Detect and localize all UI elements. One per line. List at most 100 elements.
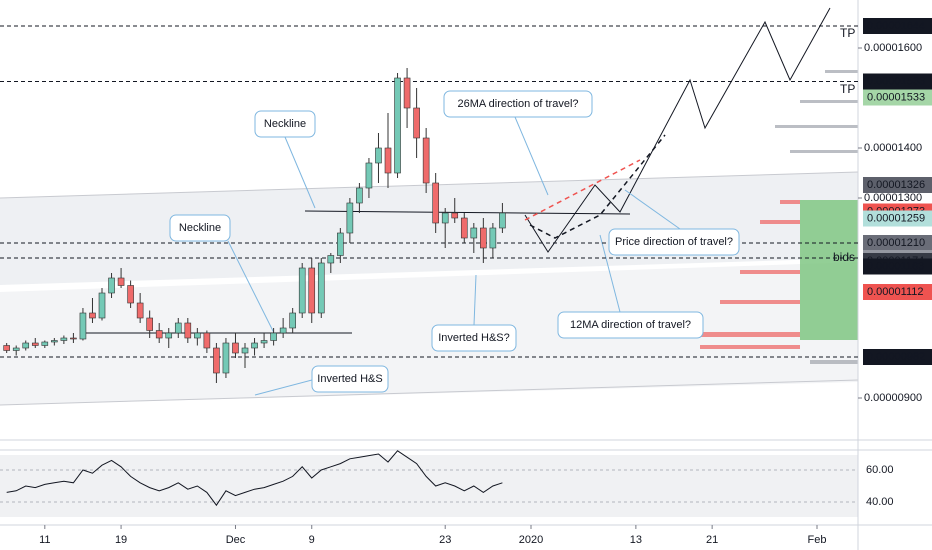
x-tick-label: 21: [706, 534, 718, 546]
price-label: 0.00001644: [867, 20, 925, 32]
annotation: Neckline: [264, 118, 306, 130]
candle-body: [70, 337, 77, 340]
connector: [624, 189, 681, 230]
profile-bar: [790, 150, 858, 153]
annotation: Inverted H&S: [317, 373, 382, 385]
annotation: 12MA direction of travel?: [570, 319, 691, 331]
price-label: 0.00001533: [867, 91, 925, 103]
candle-body: [422, 137, 430, 184]
ma-projection: [529, 134, 666, 239]
y-tick-label: 0.00001300: [864, 192, 922, 204]
ma-projection: [524, 159, 641, 221]
candle-body: [499, 212, 506, 229]
candle-body: [98, 292, 106, 319]
candle-body: [241, 347, 249, 354]
candle-body: [213, 347, 220, 374]
candle-body: [394, 77, 401, 174]
candle-body: [3, 345, 10, 351]
price-label-box: [863, 235, 932, 251]
candle-body: [413, 107, 420, 139]
x-tick-label: 13: [630, 534, 642, 546]
connector: [599, 234, 621, 313]
price-label-box: [863, 89, 932, 106]
candle-body: [346, 202, 354, 234]
candle-body: [41, 341, 49, 346]
connector: [473, 274, 477, 326]
profile-bar: [800, 200, 858, 340]
candle-body: [232, 342, 239, 354]
candle-body: [89, 312, 96, 319]
candle-body: [12, 347, 20, 351]
candle-body: [356, 187, 363, 204]
price-label: 0.00001533: [867, 75, 925, 87]
candle-body: [432, 182, 439, 224]
candle-body: [155, 330, 163, 339]
volume-profile: [660, 70, 858, 364]
candle-body: [51, 340, 58, 343]
price-label-box: [863, 18, 932, 34]
candle-body: [480, 227, 487, 249]
candle-body: [403, 77, 411, 109]
profile-bar: [720, 300, 800, 304]
annotation: Neckline: [179, 222, 221, 234]
candle-body: [31, 342, 39, 346]
channel-line: [0, 171, 859, 199]
annotation-box: [254, 110, 316, 138]
profile-bar: [800, 100, 858, 103]
profile-bar: [825, 70, 858, 73]
annotation-box: [311, 365, 389, 393]
profile-bar: [740, 270, 800, 274]
price-label: 0.00001163: [867, 260, 924, 272]
candle-body: [279, 327, 287, 334]
y-tick-label: 0.00000900: [864, 392, 922, 404]
candle-body: [384, 147, 392, 174]
price-label-box: [863, 349, 932, 365]
connector: [284, 136, 316, 209]
candle-body: [174, 322, 182, 334]
candle-body: [60, 337, 68, 341]
annotation-box: [169, 214, 231, 242]
candle-body: [203, 332, 211, 349]
candle-body: [317, 262, 325, 314]
candle-body: [251, 342, 258, 349]
price-label-box: [863, 258, 932, 275]
candle-body: [327, 255, 335, 264]
y-tick-label: 0.00001400: [864, 142, 922, 154]
candle-body: [337, 232, 344, 256]
annotation: TP: [840, 82, 855, 96]
annotation: 26MA direction of travel?: [457, 98, 578, 110]
candle-body: [136, 302, 144, 319]
candle-body: [184, 322, 192, 339]
candle-body: [489, 227, 497, 249]
projection: [524, 7, 831, 253]
y-tick-label: 40.00: [866, 496, 894, 508]
price-label: 0.00001326: [867, 179, 925, 191]
price-label-box: [863, 177, 932, 193]
annotation: Inverted H&S?: [438, 332, 510, 344]
price-label-box: [863, 73, 932, 90]
connector: [514, 116, 549, 196]
x-tick-label: Dec: [226, 534, 246, 546]
candle-body: [441, 212, 449, 224]
profile-bar: [775, 125, 858, 128]
price-label: 0.00001210: [867, 237, 925, 249]
price-label: 0.00001112: [867, 286, 923, 298]
candle-body: [260, 340, 268, 344]
candle-body: [146, 317, 153, 331]
candle-body: [375, 147, 382, 164]
y-tick-label: 60.00: [866, 464, 894, 476]
candle-body: [451, 212, 459, 219]
profile-bar: [660, 332, 800, 337]
profile-bar: [810, 360, 858, 364]
channel: [0, 172, 858, 285]
rsi-band: [0, 455, 858, 517]
candle-body: [79, 312, 87, 340]
price-label: 0.00001259: [867, 212, 925, 224]
candle-body: [117, 277, 125, 286]
y-tick-label: 0.00001600: [864, 42, 922, 54]
annotation-box: [608, 228, 740, 256]
x-tick-label: 23: [439, 534, 451, 546]
x-tick-label: 19: [115, 534, 127, 546]
connectors: [227, 116, 681, 396]
